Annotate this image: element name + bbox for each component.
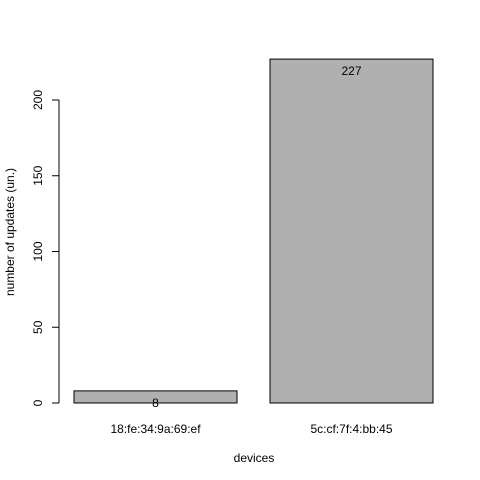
data-label-18-fe-34-9a-69-ef: 8	[152, 396, 159, 410]
bar-5c-cf-7f-4-bb-45	[269, 58, 434, 404]
y-tick-label-150: 150	[31, 165, 45, 185]
x-tick-label-18-fe-34-9a-69-ef: 18:fe:34:9a:69:ef	[110, 422, 201, 436]
data-labels-group: 8 227	[152, 64, 362, 410]
y-tick-label-0: 0	[31, 399, 45, 406]
x-tick-label-5c-cf-7f-4-bb-45: 5c:cf:7f:4:bb:45	[310, 422, 392, 436]
y-axis-label: number of updates (un.)	[3, 168, 17, 296]
x-tick-labels-group: 18:fe:34:9a:69:ef 5c:cf:7f:4:bb:45	[110, 422, 392, 436]
y-tick-label-50: 50	[31, 320, 45, 334]
y-tick-label-200: 200	[31, 90, 45, 110]
data-label-5c-cf-7f-4-bb-45: 227	[341, 64, 361, 78]
x-axis-label: devices	[234, 451, 275, 465]
y-tick-label-100: 100	[31, 241, 45, 261]
bar-18-fe-34-9a-69-ef	[73, 390, 238, 404]
bars-group	[73, 58, 434, 404]
y-axis: 0 50 100 150 200	[31, 90, 60, 406]
